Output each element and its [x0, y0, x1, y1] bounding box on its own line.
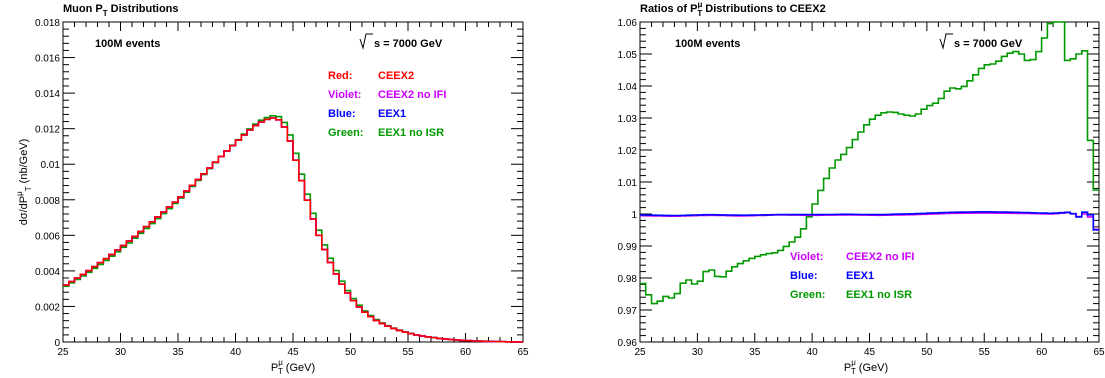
- left-y-tick-label: 0: [54, 338, 60, 349]
- left-legend-key: Violet:: [328, 89, 361, 101]
- left-x-tick-label: 50: [345, 347, 357, 358]
- right-chart: Ratios of Pμ T Distributions to CEEX2 25 3…: [618, 0, 1105, 376]
- right-x-tick-label: 65: [1093, 347, 1105, 358]
- right-sqrt-symbol: [939, 33, 953, 50]
- left-y-tick-label: 0.014: [35, 89, 60, 100]
- left-x-tick-label: 25: [57, 347, 69, 358]
- right-chart-title: Ratios of Pμ T Distributions to CEEX2: [640, 0, 826, 18]
- right-x-tick-label: 45: [864, 347, 876, 358]
- left-x-tick-label: 30: [115, 347, 127, 358]
- left-y-axis-label: dσ/dPμT (nb/GeV): [15, 139, 33, 226]
- left-events-label: 100M events: [95, 38, 160, 50]
- right-x-tick-label: 30: [692, 347, 704, 358]
- left-x-tick-label: 55: [402, 347, 414, 358]
- right-legend-name: CEEX2 no IFI: [846, 251, 914, 263]
- left-y-tick-label: 0.006: [35, 231, 60, 242]
- left-legend-name: EEX1 no ISR: [378, 127, 444, 139]
- right-legend-name: EEX1 no ISR: [846, 289, 912, 301]
- left-x-tick-label: 35: [172, 347, 184, 358]
- left-x-axis-label: Pμ T (GeV): [271, 358, 315, 376]
- left-legend-key: Red:: [328, 70, 352, 82]
- right-x-tick-label: 60: [1036, 347, 1048, 358]
- left-energy-text: s = 7000 GeV: [374, 38, 443, 50]
- left-series-group: [63, 115, 523, 343]
- right-y-tick-label: 0.98: [618, 274, 638, 285]
- left-y-tick-label: 0.004: [35, 267, 60, 278]
- left-energy-label: s = 7000 GeV: [359, 33, 443, 50]
- left-x-tick-label: 45: [287, 347, 299, 358]
- left-legend-name: CEEX2 no IFI: [378, 89, 446, 101]
- right-legend-name: EEX1: [846, 270, 874, 282]
- right-y-tick-label: 1.04: [618, 82, 638, 93]
- right-y-tick-label: 0.97: [618, 306, 638, 317]
- left-y-tick-label: 0.008: [35, 196, 60, 207]
- right-events-label: 100M events: [675, 38, 740, 50]
- right-axis-ticks: 25 30 35 40 45 50 55 60 65 0.96 0.97 0.98 0.99 1 1.01 1…: [618, 18, 1105, 358]
- right-legend-key: Violet:: [790, 251, 823, 263]
- left-chart-title: Muon PT Distributions: [63, 3, 179, 18]
- right-x-tick-label: 35: [749, 347, 761, 358]
- right-series-eex1: [640, 211, 1099, 231]
- left-y-tick-label: 0.018: [35, 18, 60, 29]
- left-plot-frame: [62, 21, 524, 343]
- right-series-eex1-no-isr: [640, 21, 1099, 305]
- right-y-tick-label: 1.06: [618, 18, 638, 29]
- left-x-tick-label: 40: [230, 347, 242, 358]
- right-x-tick-label: 55: [979, 347, 991, 358]
- left-legend-name: CEEX2: [378, 70, 414, 82]
- left-y-tick-label: 0.002: [35, 302, 60, 313]
- right-y-tick-label: 1.01: [618, 178, 638, 189]
- left-series-ceex2: [63, 117, 523, 343]
- right-legend: Violet: CEEX2 no IFI Blue: EEX1 Green: EEX1 n…: [790, 251, 914, 301]
- right-energy-label: s = 7000 GeV: [939, 33, 1023, 50]
- right-y-tick-label: 0.96: [618, 338, 638, 349]
- left-legend-name: EEX1: [378, 108, 406, 120]
- left-legend: Red: CEEX2 Violet: CEEX2 no IFI Blue: EEX1 Gre…: [328, 70, 446, 139]
- right-y-tick-label: 1.03: [618, 114, 638, 125]
- right-y-tick-label: 1.02: [618, 146, 638, 157]
- left-y-tick-label: 0.01: [41, 160, 61, 171]
- left-y-tick-label: 0.016: [35, 54, 60, 65]
- right-legend-key: Blue:: [790, 270, 818, 282]
- left-sqrt-symbol: [359, 33, 373, 50]
- right-x-tick-label: 40: [807, 347, 819, 358]
- left-legend-key: Blue:: [328, 108, 356, 120]
- right-x-axis-label: Pμ T (GeV): [844, 358, 888, 376]
- right-x-tick-label: 25: [634, 347, 646, 358]
- right-energy-text: s = 7000 GeV: [954, 38, 1023, 50]
- left-chart: Muon PT Distributions 25 30 35 40 45 50 55 60 65…: [15, 3, 529, 376]
- right-legend-key: Green:: [790, 289, 825, 301]
- right-y-tick-label: 1.05: [618, 50, 638, 61]
- left-x-tick-label: 65: [517, 347, 529, 358]
- left-x-tick-label: 60: [460, 347, 472, 358]
- right-x-tick-label: 50: [921, 347, 933, 358]
- left-y-tick-label: 0.012: [35, 125, 60, 136]
- right-y-tick-label: 0.99: [618, 242, 638, 253]
- left-legend-key: Green:: [328, 127, 363, 139]
- right-y-tick-label: 1: [631, 210, 637, 221]
- left-axis-ticks: 25 30 35 40 45 50 55 60 65 0 0.002 0.004 0.006 0.008 0…: [35, 18, 529, 358]
- right-series-group: [640, 21, 1099, 305]
